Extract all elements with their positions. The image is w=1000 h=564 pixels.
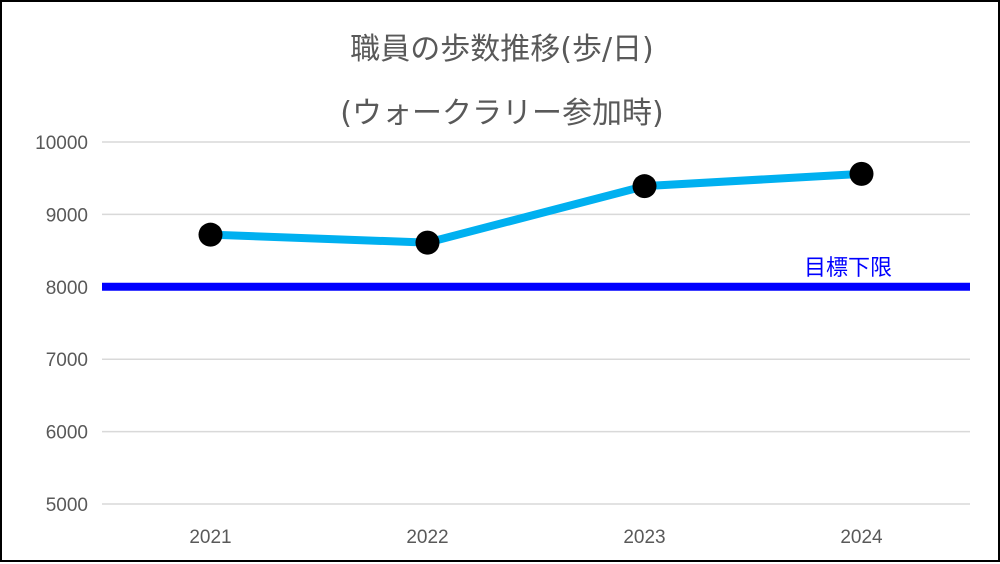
data-point-2022 (415, 230, 440, 255)
y-tick-label: 10000 (35, 133, 88, 154)
x-tick-label: 2024 (840, 527, 883, 548)
y-tick-label: 8000 (46, 278, 88, 299)
gridlines (102, 141, 970, 505)
y-tick-label: 6000 (46, 423, 88, 444)
y-tick-label: 9000 (46, 205, 88, 226)
data-point-2024 (849, 161, 874, 186)
series-line (206, 169, 866, 247)
chart-subtitle: (ウォークラリー参加時) (340, 96, 663, 131)
x-tick-label: 2023 (623, 527, 665, 548)
data-point-2021 (198, 222, 223, 247)
reference-line-group: 目標下限 (102, 256, 970, 291)
y-tick-label: 5000 (46, 495, 88, 516)
x-tick-label: 2022 (406, 527, 448, 548)
y-axis-ticks: 5000 6000 7000 8000 9000 10000 (35, 133, 88, 516)
target-minimum-label: 目標下限 (804, 256, 892, 281)
x-tick-label: 2021 (189, 527, 231, 548)
y-tick-label: 7000 (46, 350, 88, 371)
x-axis-ticks: 2021 2022 2023 2024 (189, 527, 883, 548)
chart-title: 職員の歩数推移(歩/日) (350, 32, 654, 67)
data-point-2023 (632, 174, 657, 199)
series-group (198, 161, 874, 255)
